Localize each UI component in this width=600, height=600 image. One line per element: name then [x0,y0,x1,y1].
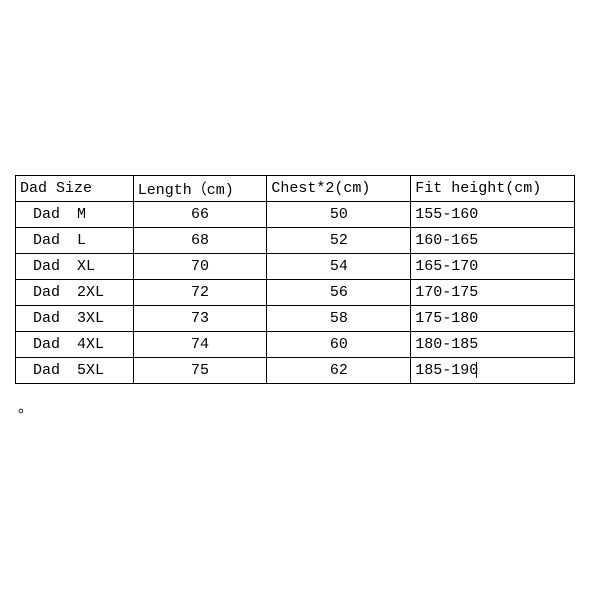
cell-size: Dad 2XL [16,280,134,306]
size-prefix: Dad [16,206,60,223]
col-header-fit: Fit height(cm) [411,176,575,202]
size-value: 2XL [69,284,104,301]
size-value: M [69,206,86,223]
size-value: 5XL [69,362,104,379]
cell-chest: 52 [267,228,411,254]
col-header-chest: Chest*2(cm) [267,176,411,202]
col-header-size: Dad Size [16,176,134,202]
cell-fit: 165-170 [411,254,575,280]
cell-length: 66 [133,202,267,228]
cell-length: 70 [133,254,267,280]
size-prefix: Dad [16,310,60,327]
col-header-length: Length（cm) [133,176,267,202]
cell-length: 75 [133,358,267,384]
cell-size: Dad 3XL [16,306,134,332]
text-cursor [476,362,477,378]
size-prefix: Dad [16,232,60,249]
cell-chest: 54 [267,254,411,280]
cell-length: 73 [133,306,267,332]
cell-length: 68 [133,228,267,254]
cell-length: 72 [133,280,267,306]
table-row: Dad M 66 50 155-160 [16,202,575,228]
table-header-row: Dad Size Length（cm) Chest*2(cm) Fit heig… [16,176,575,202]
size-value: 3XL [69,310,104,327]
table-row: Dad 4XL 74 60 180-185 [16,332,575,358]
size-table-wrapper: Dad Size Length（cm) Chest*2(cm) Fit heig… [15,175,575,384]
cell-fit-text: 185-190 [415,362,478,379]
cell-fit: 155-160 [411,202,575,228]
cell-size: Dad M [16,202,134,228]
cell-chest: 56 [267,280,411,306]
cell-fit: 185-190 [411,358,575,384]
table-row: Dad 5XL 75 62 185-190 [16,358,575,384]
cell-fit: 170-175 [411,280,575,306]
table-body: Dad M 66 50 155-160 Dad L 68 52 160-165 … [16,202,575,384]
cell-chest: 50 [267,202,411,228]
cell-chest: 60 [267,332,411,358]
size-value: L [69,232,86,249]
cell-size: Dad L [16,228,134,254]
size-prefix: Dad [16,284,60,301]
cell-fit: 160-165 [411,228,575,254]
cell-size: Dad 4XL [16,332,134,358]
size-prefix: Dad [16,336,60,353]
size-prefix: Dad [16,362,60,379]
cell-size: Dad 5XL [16,358,134,384]
cell-chest: 62 [267,358,411,384]
table-row: Dad XL 70 54 165-170 [16,254,575,280]
cell-chest: 58 [267,306,411,332]
cell-fit: 180-185 [411,332,575,358]
size-value: 4XL [69,336,104,353]
table-row: Dad 2XL 72 56 170-175 [16,280,575,306]
table-row: Dad L 68 52 160-165 [16,228,575,254]
stray-period: 。 [18,396,33,417]
size-prefix: Dad [16,258,60,275]
cell-fit: 175-180 [411,306,575,332]
size-table: Dad Size Length（cm) Chest*2(cm) Fit heig… [15,175,575,384]
cell-size: Dad XL [16,254,134,280]
size-value: XL [69,258,95,275]
cell-length: 74 [133,332,267,358]
table-row: Dad 3XL 73 58 175-180 [16,306,575,332]
